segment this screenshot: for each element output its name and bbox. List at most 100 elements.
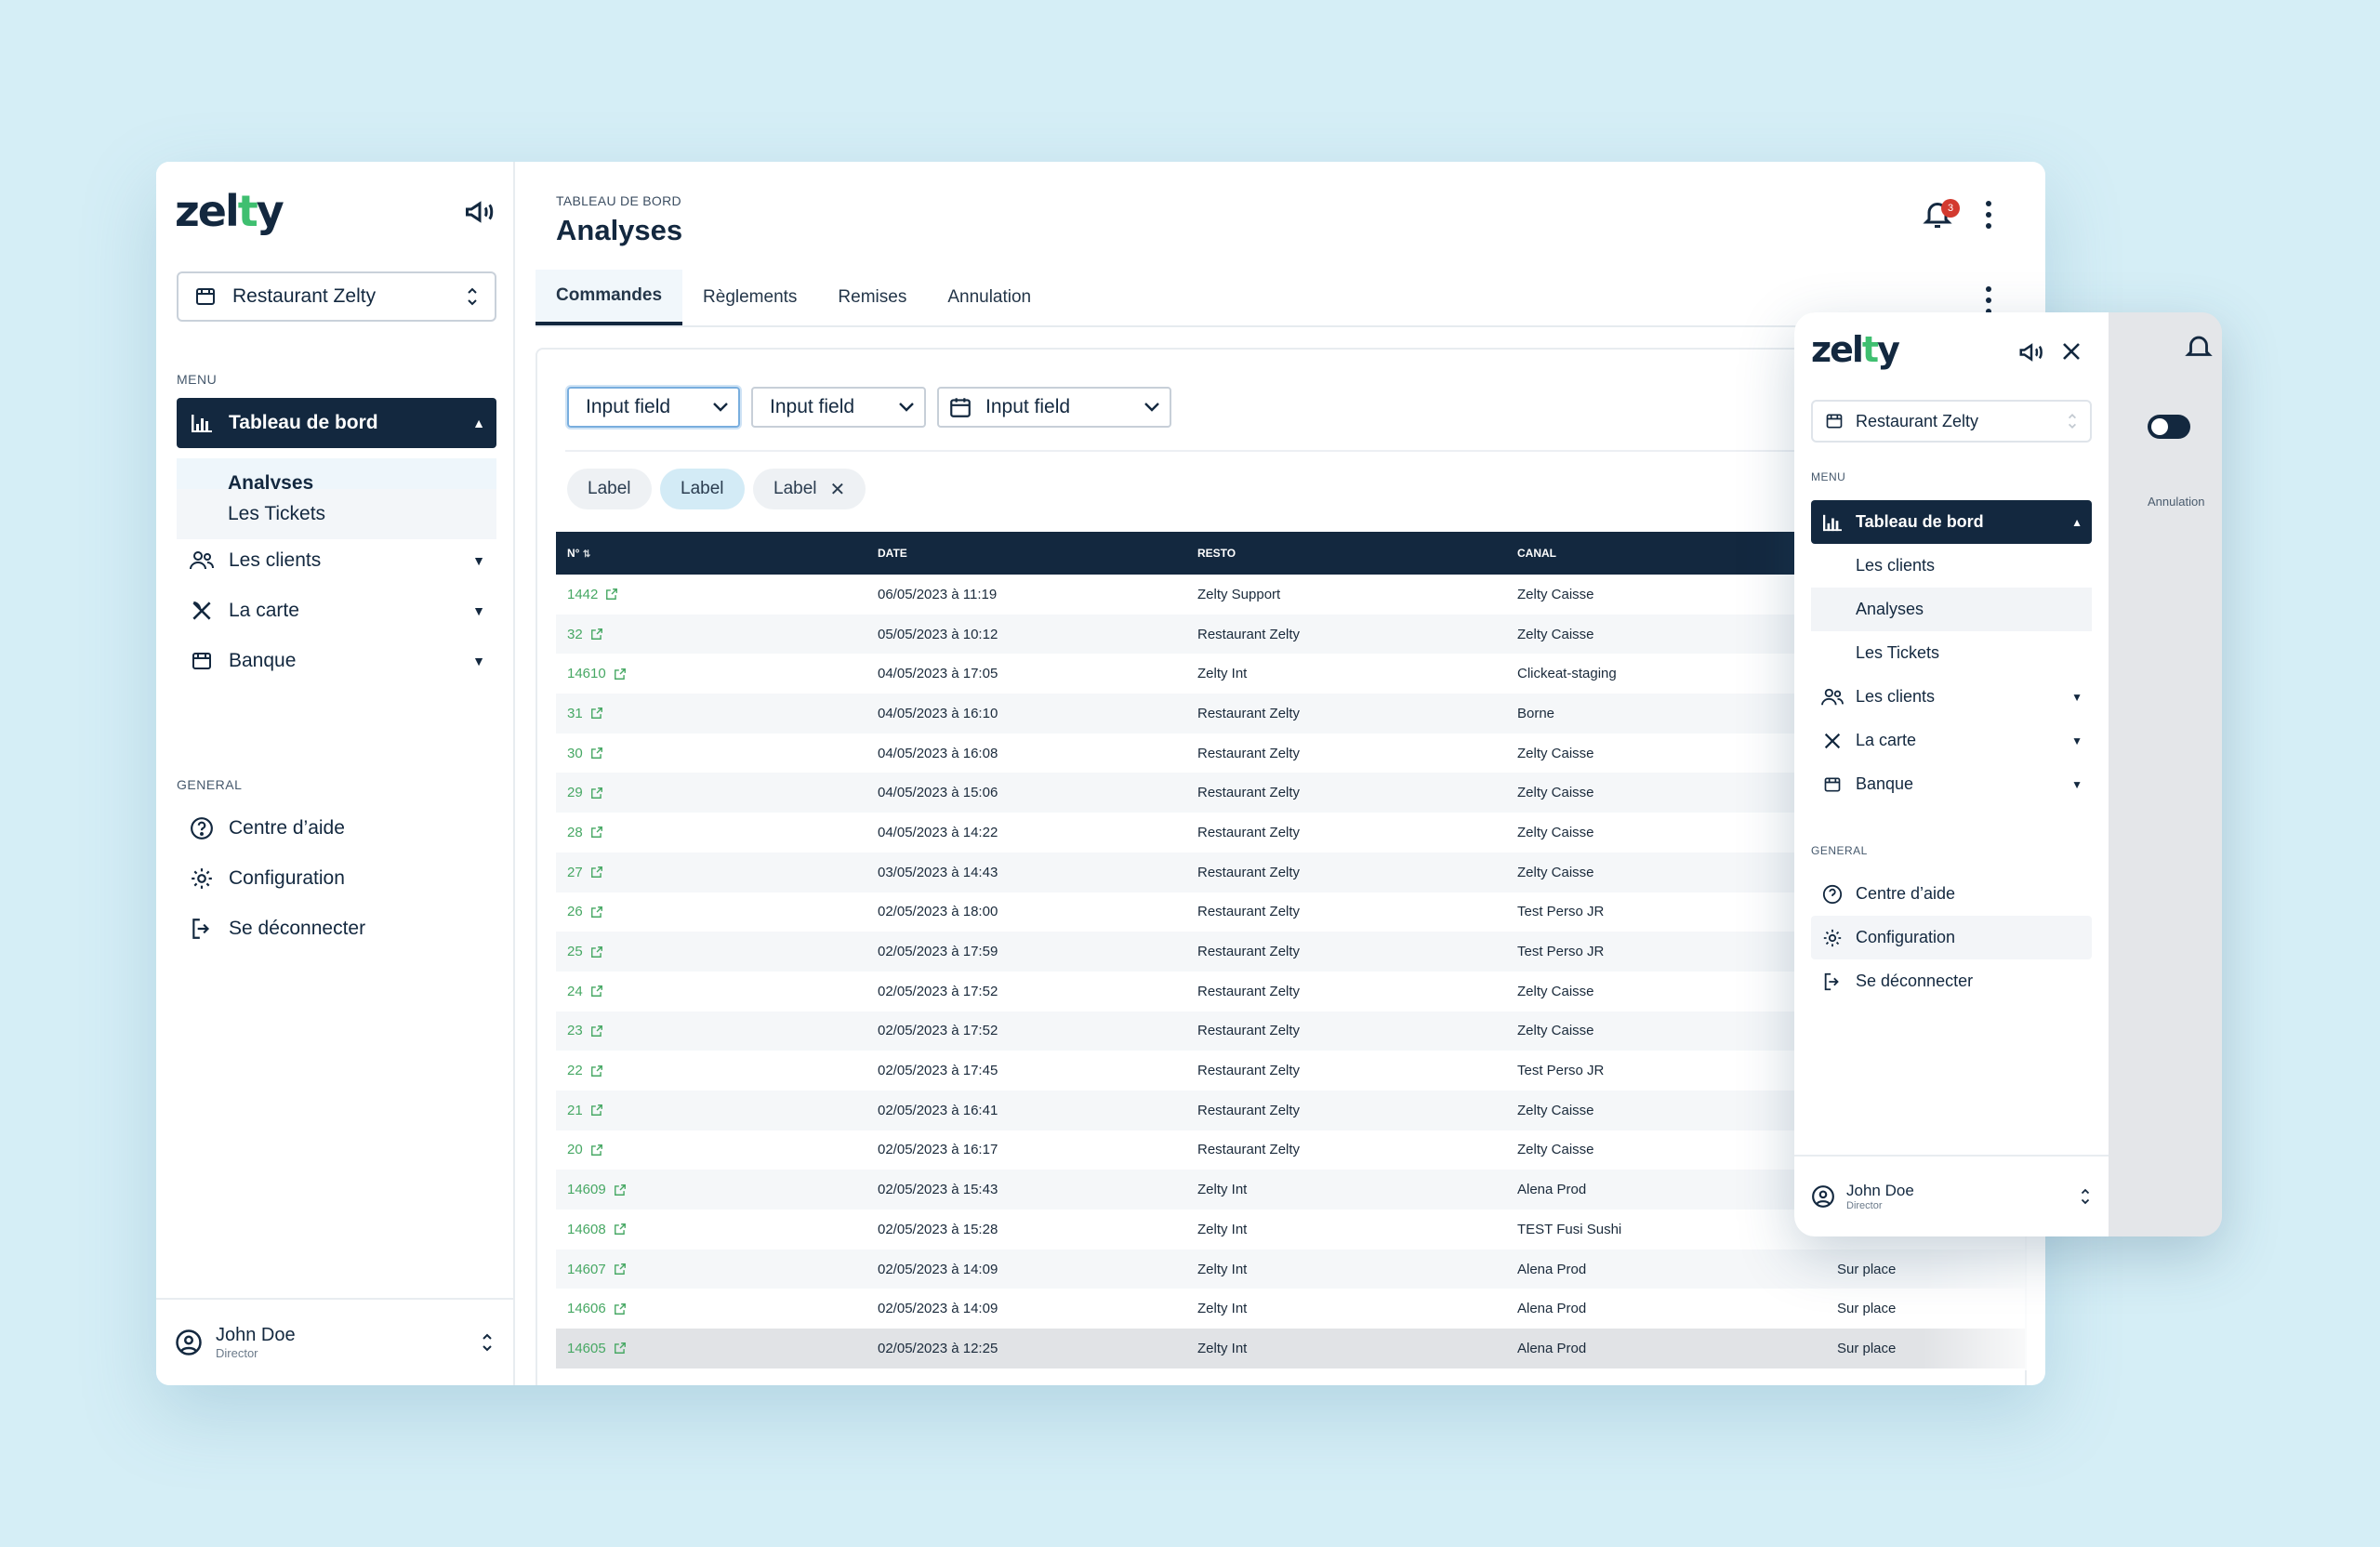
sidebar-item-banque[interactable]: Banque ▼: [1811, 762, 2092, 806]
chip-selected[interactable]: Label: [660, 469, 745, 509]
order-number-link[interactable]: 14605: [556, 1341, 874, 1356]
order-date: 02/05/2023 à 14:09: [878, 1301, 998, 1317]
user-menu[interactable]: John Doe Director: [1794, 1155, 2109, 1236]
tab-commandes[interactable]: Commandes: [536, 270, 683, 325]
zelty-logo[interactable]: zelty: [175, 186, 284, 236]
sidebar-item-help[interactable]: Centre d’aide: [1811, 872, 2092, 916]
table-row[interactable]: 14606 02/05/2023 à 14:09 Zelty Int Alena Pr…: [556, 1289, 2025, 1329]
chip-removable[interactable]: Label ✕: [753, 469, 866, 509]
sidebar-subitem-tickets[interactable]: Les Tickets: [1856, 643, 1940, 662]
sidebar-item-carte[interactable]: La carte ▼: [177, 586, 496, 636]
filter-select-2[interactable]: Input field: [751, 387, 926, 428]
table-row[interactable]: 14609 02/05/2023 à 15:43 Zelty Int Alena Pr…: [556, 1170, 2025, 1210]
megaphone-icon[interactable]: [2017, 338, 2045, 366]
order-number-link[interactable]: 20: [556, 1142, 874, 1157]
column-header-resto[interactable]: RESTO: [1197, 547, 1236, 560]
tab-reglements[interactable]: Règlements: [703, 287, 798, 307]
order-number-link[interactable]: 27: [556, 865, 874, 880]
order-number-link[interactable]: 28: [556, 825, 874, 840]
order-canal: Zelty Caisse: [1517, 785, 1594, 801]
toggle-switch[interactable]: [2148, 415, 2190, 439]
sidebar-item-clients[interactable]: Les clients ▼: [177, 536, 496, 586]
chevron-down-icon: [1144, 403, 1159, 412]
table-row[interactable]: 14610 04/05/2023 à 17:05 Zelty Int Clickeat…: [556, 654, 2025, 694]
sidebar-item-clients[interactable]: Les clients ▼: [1811, 675, 2092, 719]
sort-icon[interactable]: ⇅: [582, 549, 591, 560]
table-row[interactable]: 14607 02/05/2023 à 14:09 Zelty Int Alena Pr…: [556, 1249, 2025, 1289]
table-row[interactable]: 30 04/05/2023 à 16:08 Restaurant Zelty Zelt…: [556, 734, 2025, 774]
close-icon[interactable]: [2060, 340, 2082, 363]
table-row[interactable]: 24 02/05/2023 à 17:52 Restaurant Zelty Zelt…: [556, 972, 2025, 1012]
mobile-menu-preview: Annulation zelty Restaurant Zelty MENU T…: [1794, 312, 2222, 1236]
order-number-link[interactable]: 22: [556, 1063, 874, 1078]
table-row[interactable]: 32 05/05/2023 à 10:12 Restaurant Zelty Zelt…: [556, 614, 2025, 654]
help-icon: [188, 814, 216, 842]
order-number-link[interactable]: 14609: [556, 1182, 874, 1197]
order-number-link[interactable]: 24: [556, 984, 874, 999]
sidebar-subitem-tickets[interactable]: Les Tickets: [177, 489, 496, 539]
megaphone-icon[interactable]: [463, 195, 496, 229]
order-number-link[interactable]: 1442: [556, 587, 874, 602]
table-row[interactable]: 29 04/05/2023 à 15:06 Restaurant Zelty Zelt…: [556, 773, 2025, 813]
external-link-icon: [614, 668, 626, 680]
tab-remises[interactable]: Remises: [838, 287, 907, 307]
table-row[interactable]: 27 03/05/2023 à 14:43 Restaurant Zelty Zelt…: [556, 852, 2025, 892]
order-number-link[interactable]: 30: [556, 746, 874, 761]
table-row[interactable]: 26 02/05/2023 à 18:00 Restaurant Zelty Test…: [556, 892, 2025, 932]
table-row[interactable]: 31 04/05/2023 à 16:10 Restaurant Zelty Born…: [556, 694, 2025, 734]
bell-icon[interactable]: [1921, 197, 1954, 231]
user-menu[interactable]: John Doe Director: [156, 1298, 513, 1385]
sidebar-item-label: Se déconnecter: [1856, 972, 1974, 990]
sidebar-item-dashboard[interactable]: Tableau de bord ▲: [1811, 500, 2092, 544]
table-row[interactable]: 20 02/05/2023 à 16:17 Restaurant Zelty Zelt…: [556, 1130, 2025, 1170]
restaurant-selector[interactable]: Restaurant Zelty: [177, 271, 496, 322]
order-number-link[interactable]: 25: [556, 944, 874, 959]
sidebar-item-configuration[interactable]: Configuration: [1811, 916, 2092, 959]
more-options-icon[interactable]: [1984, 201, 1993, 229]
table-row[interactable]: 1442 06/05/2023 à 11:19 Zelty Support Zelty…: [556, 575, 2025, 615]
close-icon[interactable]: ✕: [829, 479, 846, 500]
order-number-link[interactable]: 26: [556, 904, 874, 919]
chevron-up-icon: ▲: [472, 416, 485, 430]
order-number-link[interactable]: 32: [556, 627, 874, 642]
order-number-link[interactable]: 29: [556, 785, 874, 800]
chevron-down-icon: [713, 403, 728, 412]
column-header-number[interactable]: N° ⇅: [567, 547, 591, 560]
table-row[interactable]: 23 02/05/2023 à 17:52 Restaurant Zelty Zelt…: [556, 1011, 2025, 1051]
table-row[interactable]: 14608 02/05/2023 à 15:28 Zelty Int TEST Fus…: [556, 1210, 2025, 1250]
sidebar-subitem-clients[interactable]: Les clients: [1856, 556, 1936, 575]
order-resto: Zelty Int: [1197, 666, 1248, 682]
breadcrumb[interactable]: TABLEAU DE BORD: [556, 193, 681, 208]
table-row[interactable]: 25 02/05/2023 à 17:59 Restaurant Zelty Test…: [556, 932, 2025, 972]
order-number-link[interactable]: 14608: [556, 1222, 874, 1237]
sidebar-item-logout[interactable]: Se déconnecter: [1811, 959, 2092, 1003]
restaurant-selector[interactable]: Restaurant Zelty: [1811, 400, 2092, 443]
table-row[interactable]: 14605 02/05/2023 à 12:25 Zelty Int Alena Pr…: [556, 1329, 2025, 1368]
sidebar-item-dashboard[interactable]: Tableau de bord ▲: [177, 398, 496, 448]
sidebar-item-logout[interactable]: Se déconnecter: [177, 904, 496, 954]
tab-annulation[interactable]: Annulation: [947, 287, 1032, 307]
sidebar-item-help[interactable]: Centre d’aide: [177, 803, 496, 853]
order-number-link[interactable]: 14607: [556, 1262, 874, 1277]
sidebar-subitem-analyses[interactable]: Analyses: [1811, 588, 2092, 631]
tab-annulation[interactable]: Annulation: [2148, 495, 2205, 509]
chip[interactable]: Label: [567, 469, 652, 509]
sidebar-item-carte[interactable]: La carte ▼: [1811, 719, 2092, 762]
column-header-date[interactable]: DATE: [878, 547, 907, 560]
table-row[interactable]: 21 02/05/2023 à 16:41 Restaurant Zelty Zelt…: [556, 1090, 2025, 1130]
column-header-canal[interactable]: CANAL: [1517, 547, 1556, 560]
order-number-link[interactable]: 31: [556, 706, 874, 721]
sidebar-item-configuration[interactable]: Configuration: [177, 853, 496, 904]
order-number-link[interactable]: 14606: [556, 1301, 874, 1316]
table-row[interactable]: 28 04/05/2023 à 14:22 Restaurant Zelty Zelt…: [556, 813, 2025, 853]
date-filter[interactable]: Input field: [937, 387, 1171, 428]
filter-select-1[interactable]: Input field: [567, 387, 740, 428]
order-number-link[interactable]: 23: [556, 1023, 874, 1038]
zelty-logo[interactable]: zelty: [1811, 329, 1900, 370]
order-number-link[interactable]: 21: [556, 1103, 874, 1118]
sidebar-item-banque[interactable]: Banque ▼: [177, 636, 496, 686]
order-resto: Restaurant Zelty: [1197, 824, 1301, 840]
table-row[interactable]: 22 02/05/2023 à 17:45 Restaurant Zelty Test…: [556, 1051, 2025, 1091]
order-number-link[interactable]: 14610: [556, 666, 874, 681]
tabs-more-icon[interactable]: [1984, 286, 1993, 314]
